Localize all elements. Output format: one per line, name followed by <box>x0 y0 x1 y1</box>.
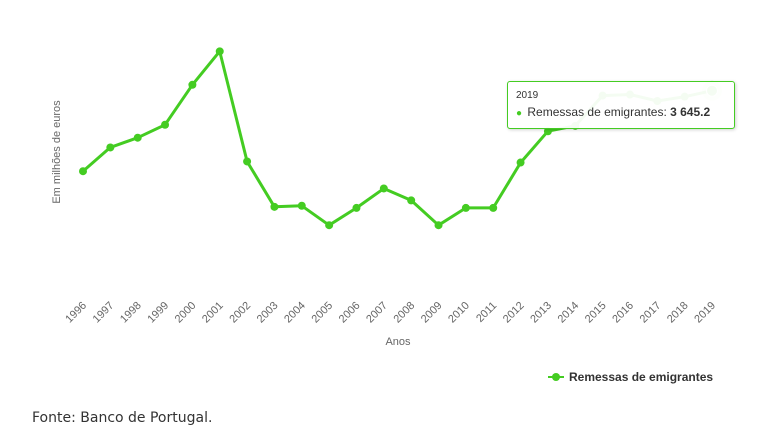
x-tick-label: 2013 <box>528 300 554 326</box>
x-tick-label: 2015 <box>583 300 609 326</box>
data-point[interactable] <box>188 80 197 89</box>
legend-label: Remessas de emigrantes <box>569 370 713 384</box>
x-tick-label: 2012 <box>501 300 527 326</box>
x-tick-label: 1997 <box>91 300 117 326</box>
tooltip-series-label: Remessas de emigrantes: <box>527 105 671 119</box>
x-tick-label: 2005 <box>309 300 335 326</box>
data-point[interactable] <box>79 167 87 176</box>
legend-marker <box>552 373 560 381</box>
data-point[interactable] <box>297 201 306 210</box>
data-point[interactable] <box>133 133 142 142</box>
legend[interactable]: Remessas de emigrantes <box>548 370 713 384</box>
source-note: Fonte: Banco de Portugal. <box>32 410 213 426</box>
x-tick-label: 2006 <box>337 300 363 326</box>
data-point[interactable] <box>352 203 361 212</box>
x-tick-label: 2004 <box>282 300 308 326</box>
data-point[interactable] <box>461 203 470 212</box>
tooltip-year: 2019 <box>516 90 539 101</box>
x-tick-label: 2008 <box>391 300 417 326</box>
data-point[interactable] <box>106 143 115 152</box>
data-point[interactable] <box>434 221 443 230</box>
line-chart: Em milhões de euros Anos 1996 1997 1998 199… <box>51 47 722 384</box>
x-tick-label: 2018 <box>665 300 691 326</box>
x-tick-label: 2001 <box>200 300 226 326</box>
x-tick-label: 2007 <box>364 300 390 326</box>
x-tick-label: 2000 <box>173 300 199 326</box>
tooltip: 2019 ● Remessas de emigrantes: 3 645.2 <box>507 81 735 129</box>
data-point[interactable] <box>379 184 388 193</box>
data-point[interactable] <box>489 203 498 212</box>
x-tick-label: 2017 <box>638 300 664 326</box>
x-tick-label: 1998 <box>118 300 144 326</box>
y-axis-title: Em milhões de euros <box>51 100 63 204</box>
data-point[interactable] <box>161 120 170 129</box>
x-tick-label: 2003 <box>255 300 281 326</box>
x-tick-label: 2011 <box>474 300 499 325</box>
data-point[interactable] <box>325 221 334 230</box>
x-tick-label: 2009 <box>419 300 445 326</box>
x-tick-label: 2016 <box>610 300 636 326</box>
data-point[interactable] <box>543 127 552 136</box>
data-point[interactable] <box>215 47 224 56</box>
x-tick-label: 1999 <box>145 300 171 326</box>
series-line <box>82 49 713 227</box>
data-point[interactable] <box>270 202 279 211</box>
data-point[interactable] <box>243 157 252 166</box>
x-tick-label: 1996 <box>63 300 89 326</box>
x-axis-title: Anos <box>385 336 411 348</box>
x-tick-label: 2014 <box>556 300 582 326</box>
x-tick-label: 2002 <box>227 300 253 326</box>
data-point[interactable] <box>407 196 416 205</box>
tooltip-row: ● Remessas de emigrantes: 3 645.2 <box>516 105 726 119</box>
tooltip-value: 3 645.2 <box>670 105 711 119</box>
tooltip-dot-icon: ● <box>516 108 523 119</box>
data-point[interactable] <box>516 158 525 167</box>
x-tick-label: 2010 <box>446 300 472 326</box>
x-tick-label: 2019 <box>692 300 718 326</box>
